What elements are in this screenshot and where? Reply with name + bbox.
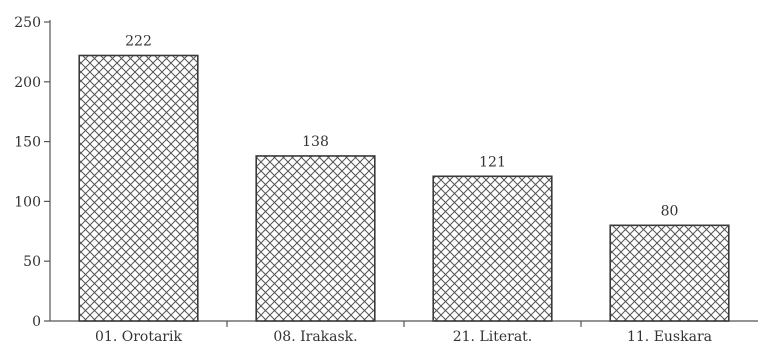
y-axis: 0 50 100 150 200 250: [14, 15, 51, 330]
x-category-label: 08. Irakask.: [273, 329, 357, 345]
y-tick-label: 250: [14, 15, 41, 31]
bar: [78, 54, 199, 322]
bar: [609, 224, 730, 322]
x-category-label: 01. Orotarik: [95, 329, 182, 345]
data-labels: 222 138 121 80: [125, 33, 678, 219]
x-axis: 01. Orotarik 08. Irakask. 21. Literat. 11. …: [50, 320, 758, 345]
y-tick-label: 100: [14, 194, 41, 210]
bar-value-label: 222: [125, 33, 152, 49]
y-tick-label: 150: [14, 135, 41, 151]
bar-value-label: 80: [661, 203, 679, 219]
y-tick-label: 50: [23, 254, 41, 270]
x-category-label: 21. Literat.: [453, 329, 533, 345]
bar: [255, 155, 376, 322]
x-category-label: 11. Euskara: [627, 329, 712, 345]
bar: [432, 175, 553, 322]
y-tick-label: 0: [32, 314, 41, 330]
bar-value-label: 138: [302, 134, 329, 150]
y-tick-label: 200: [14, 75, 41, 91]
bars: [78, 54, 730, 322]
bar-value-label: 121: [479, 154, 506, 170]
